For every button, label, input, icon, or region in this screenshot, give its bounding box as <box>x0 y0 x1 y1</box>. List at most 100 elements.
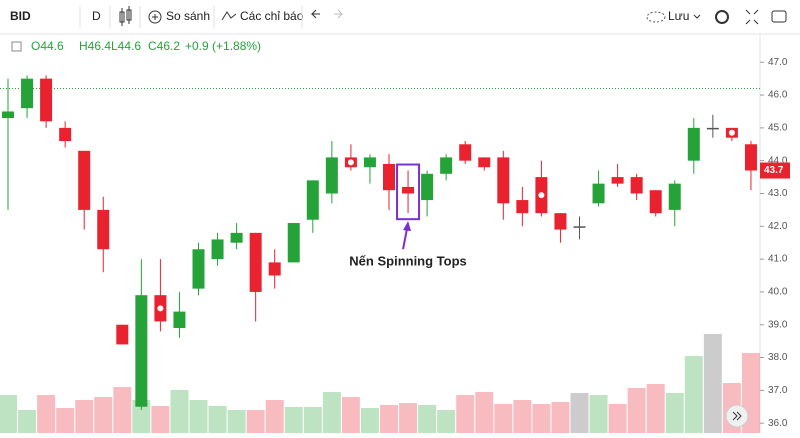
candle-body <box>649 190 662 214</box>
candle-body <box>687 127 700 161</box>
save-menu[interactable] <box>693 14 701 19</box>
volume-bar <box>303 407 322 433</box>
candle-body <box>192 249 205 289</box>
volume-bar <box>646 384 665 433</box>
scroll-icon <box>732 411 742 421</box>
candle-body <box>440 157 453 174</box>
y-tick-label: 37.0 <box>768 385 788 396</box>
volume-bar <box>265 400 284 433</box>
volume-bar <box>75 400 94 433</box>
y-tick-label: 44.0 <box>768 155 788 166</box>
volume-bar <box>170 390 189 433</box>
volume-layer <box>0 334 760 433</box>
candle-body <box>78 150 91 210</box>
candle-body <box>211 239 224 260</box>
volume-bar <box>437 410 456 433</box>
candle-body <box>116 324 129 345</box>
candle-body <box>744 144 757 171</box>
volume-bar <box>589 395 608 433</box>
candle-body <box>21 78 34 109</box>
y-tick-label: 42.0 <box>768 221 788 232</box>
marker-dot <box>347 159 354 166</box>
y-tick-label: 43.0 <box>768 188 788 199</box>
candle-body <box>40 78 53 122</box>
candle-body <box>497 157 510 204</box>
candle-body <box>630 177 643 194</box>
save-button[interactable]: Lưu <box>668 9 689 23</box>
y-tick-label: 38.0 <box>768 352 788 363</box>
volume-bar <box>665 393 684 433</box>
volume-bar <box>208 406 227 433</box>
legend-high: H46.4 <box>79 39 111 53</box>
settings-button[interactable] <box>715 10 729 24</box>
compare-button[interactable]: So sánh <box>166 9 210 23</box>
volume-bar <box>608 404 627 433</box>
snapshot-button[interactable] <box>771 10 787 23</box>
volume-bar <box>246 410 265 433</box>
y-tick-label: 46.0 <box>768 90 788 101</box>
volume-bar <box>18 410 37 433</box>
legend-toggle[interactable] <box>11 41 22 52</box>
interval[interactable]: D <box>92 9 101 23</box>
candle-body <box>97 209 110 250</box>
volume-bar <box>341 397 360 433</box>
fullscreen-button[interactable] <box>745 9 759 25</box>
compare-icon[interactable] <box>148 10 162 24</box>
toolbar: BID D So sánh Các chỉ báo Lưu <box>0 6 800 35</box>
candle-body <box>516 200 529 214</box>
volume-bar <box>37 395 56 433</box>
candle-body <box>249 232 262 292</box>
volume-bar <box>113 387 132 433</box>
candle-icon[interactable] <box>119 6 132 26</box>
candle-body <box>554 213 567 230</box>
undo-button[interactable] <box>310 9 320 19</box>
candle-body <box>325 157 338 194</box>
annotation-label: Nến Spinning Tops <box>349 254 466 269</box>
symbol[interactable]: BID <box>10 9 31 23</box>
legend-change: +0.9 (+1.88%) <box>185 39 261 53</box>
candle-body <box>2 111 14 119</box>
marker-dot <box>157 305 164 312</box>
volume-bar <box>0 395 17 433</box>
annotation-arrowhead <box>403 221 412 232</box>
volume-bar <box>56 408 75 433</box>
volume-bar <box>418 405 437 433</box>
last-price-label: 43.7 <box>764 165 784 176</box>
indicators-button[interactable]: Các chỉ báo <box>240 9 304 23</box>
volume-bar <box>132 400 151 433</box>
candle-body <box>287 223 300 263</box>
candle-body <box>592 183 605 204</box>
candle-body <box>402 186 415 194</box>
ohlc-legend: O44.6 H46.4 L44.6 C46.2 +0.9 (+1.88%) <box>11 39 261 53</box>
redo-button[interactable] <box>334 9 344 19</box>
volume-bar <box>513 400 532 433</box>
plot: 36.0 37.0 38.0 39.0 40.0 41.0 42.0 43.0 44.0 45.0… <box>0 57 790 429</box>
y-tick-label: 39.0 <box>768 319 788 330</box>
volume-bar <box>494 404 513 433</box>
volume-bar <box>399 403 418 433</box>
candle-body <box>383 163 395 191</box>
candle-body <box>668 183 681 210</box>
annotation-box <box>396 163 421 221</box>
y-tick-label: 40.0 <box>768 287 788 298</box>
volume-bar <box>94 397 113 433</box>
candle-body <box>706 127 719 130</box>
volume-bar <box>151 406 170 433</box>
candle-body <box>268 262 281 276</box>
legend-open: O44.6 <box>31 39 64 53</box>
candle-body <box>573 226 586 228</box>
volume-bar <box>475 392 494 433</box>
volume-bar <box>360 408 379 433</box>
volume-bar <box>570 393 589 433</box>
volume-bar <box>627 388 646 433</box>
cloud-icon[interactable] <box>646 11 666 23</box>
volume-bar <box>227 410 246 433</box>
y-tick-label: 45.0 <box>768 123 788 134</box>
volume-bar <box>703 334 722 433</box>
marker-dot <box>538 192 545 199</box>
candle-body <box>306 180 319 220</box>
legend-low: L44.6 <box>111 39 141 53</box>
indicators-icon[interactable] <box>221 11 237 21</box>
